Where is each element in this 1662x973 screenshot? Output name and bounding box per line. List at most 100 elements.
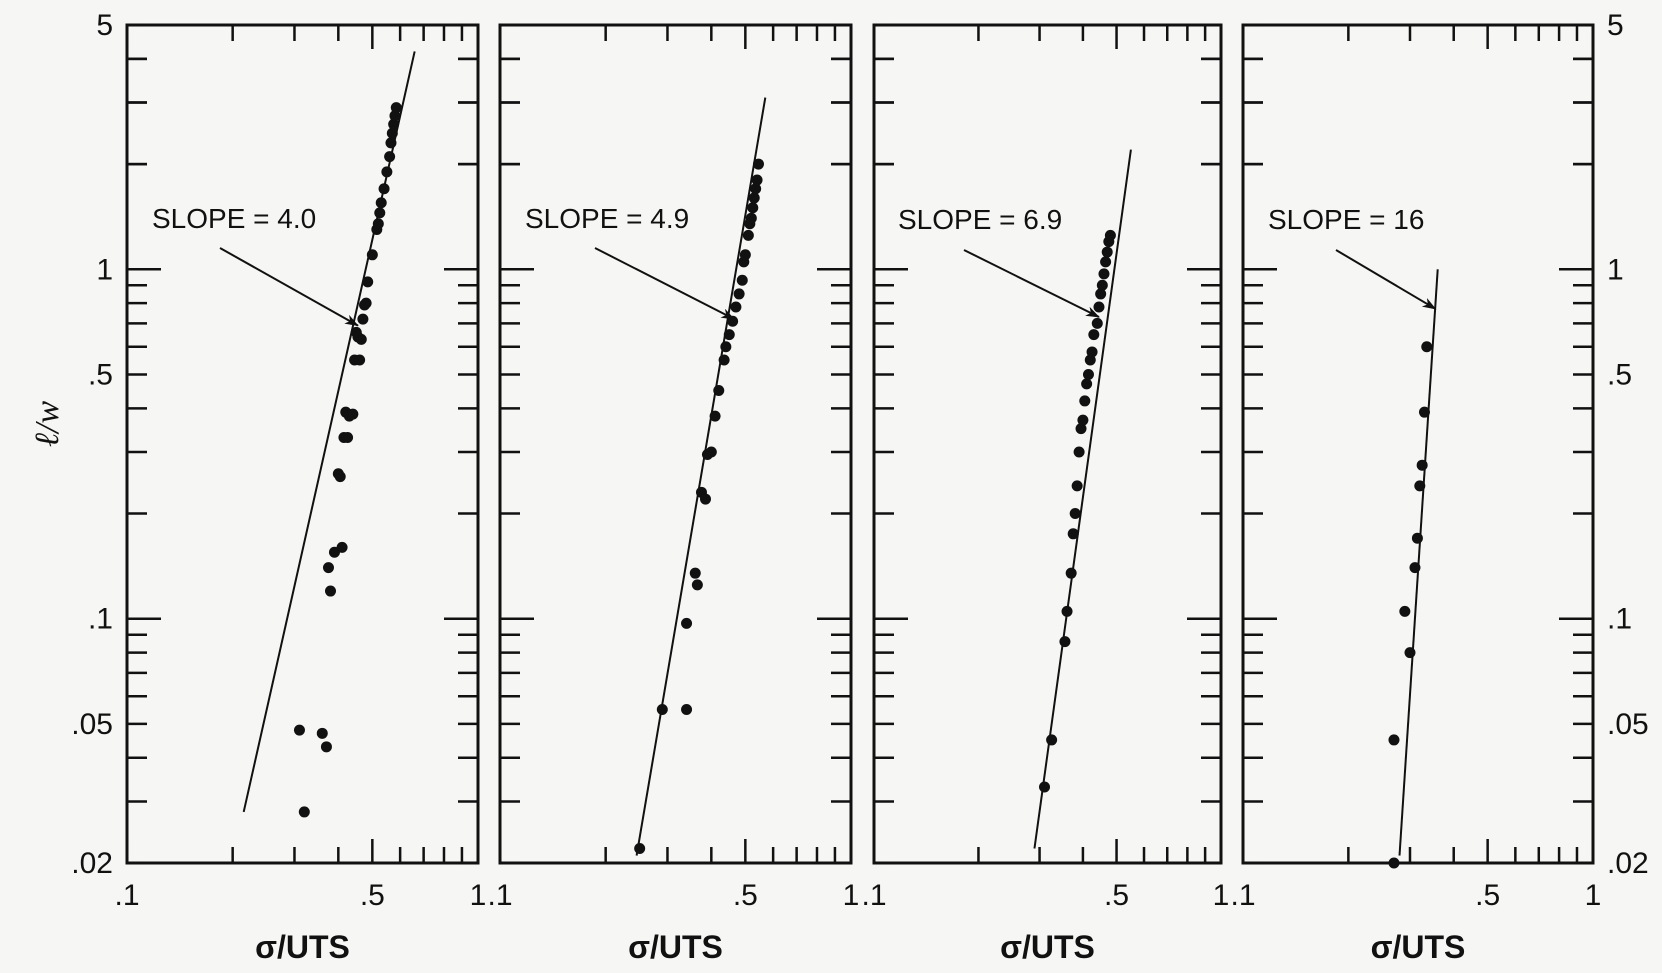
slope-annotation: SLOPE = 4.0 [152, 203, 316, 234]
data-point [1039, 781, 1051, 793]
data-point [751, 174, 763, 186]
fit-line [242, 51, 416, 813]
data-point [362, 276, 374, 288]
data-point [705, 446, 717, 458]
plot-frame [125, 23, 480, 865]
data-point [736, 274, 748, 286]
annotation-arrow [594, 247, 736, 321]
data-point [718, 354, 730, 366]
data-point [374, 207, 386, 219]
data-point [1061, 605, 1073, 617]
data-point [752, 158, 764, 170]
data-point [325, 585, 337, 597]
y-tick-label-right: .1 [1607, 603, 1632, 636]
data-point [1086, 346, 1098, 358]
data-point [366, 249, 378, 261]
data-point [1414, 480, 1426, 492]
data-point [342, 432, 354, 444]
x-tick-label: .5 [733, 879, 758, 912]
data-point [378, 183, 390, 195]
data-point [634, 843, 646, 855]
data-point [681, 617, 693, 629]
data-point [347, 408, 359, 420]
chart-panel-1: .1 .5 1 σ/UTS .02 .05 .1 .5 1 5 ℓ/w SLOPE = 4.0 [29, 9, 486, 965]
data-point [1388, 857, 1400, 869]
data-point [1093, 301, 1105, 313]
data-point [1399, 605, 1411, 617]
x-tick-label: 1 [1213, 879, 1230, 912]
slope-annotation: SLOPE = 4.9 [525, 203, 689, 234]
x-axis-label: σ/UTS [1371, 929, 1466, 965]
data-point [390, 102, 402, 114]
data-point [320, 741, 332, 753]
data-point [1416, 459, 1428, 471]
data-point [1388, 734, 1400, 746]
data-point [1098, 268, 1110, 280]
y-tick-label-right: 5 [1607, 9, 1624, 42]
data-point [730, 301, 742, 313]
data-point [1104, 229, 1116, 241]
data-point [389, 110, 401, 122]
data-point [723, 329, 735, 341]
data-point [750, 183, 762, 195]
slope-annotation: SLOPE = 16 [1268, 204, 1424, 235]
fit-line [1033, 149, 1132, 849]
data-point [1071, 480, 1083, 492]
data-point [1100, 256, 1112, 268]
data-point [385, 137, 397, 149]
y-tick-label-right: .5 [1607, 358, 1632, 391]
chart-panel-3: .1 .5 1 σ/UTS SLOPE = 6.9 [861, 23, 1230, 965]
data-point [360, 297, 372, 309]
data-point [316, 727, 328, 739]
chart-panel-2: .1 .5 1 σ/UTS SLOPE = 4.9 [487, 23, 860, 965]
x-tick-label: 1 [1585, 879, 1602, 912]
fit-line [1398, 269, 1439, 856]
y-axis-label: ℓ/w [29, 401, 66, 448]
x-axis-label: σ/UTS [1000, 929, 1095, 965]
data-point [745, 212, 757, 224]
data-point [739, 249, 751, 261]
data-point [1101, 246, 1113, 258]
annotation-arrow [963, 249, 1100, 318]
data-point [1404, 647, 1416, 659]
chart-panel-4: .1 .5 1 σ/UTS .02 .05 .1 .5 1 5 SLOPE = 16 [1230, 9, 1648, 965]
data-point [322, 562, 334, 574]
data-point [388, 118, 400, 130]
data-point [681, 703, 693, 715]
data-point [1418, 406, 1430, 418]
x-tick-label: .1 [487, 879, 512, 912]
data-point [372, 218, 384, 230]
data-point [1095, 288, 1107, 300]
data-point [720, 341, 732, 353]
y-tick-label: 5 [96, 9, 113, 42]
data-point [699, 493, 711, 505]
data-point [1065, 567, 1077, 579]
data-point [1075, 423, 1087, 435]
plot-frame [872, 23, 1223, 865]
data-point [1091, 317, 1103, 329]
data-point [748, 192, 760, 204]
x-tick-label: .1 [861, 879, 886, 912]
x-tick-label: .5 [360, 879, 385, 912]
data-point [1082, 368, 1094, 380]
y-tick-label-right: .05 [1607, 708, 1649, 741]
data-point [375, 197, 387, 209]
data-point [656, 703, 668, 715]
annotation-arrow [1335, 249, 1437, 310]
data-point [689, 567, 701, 579]
data-point [336, 541, 348, 553]
y-tick-label: 1 [96, 253, 113, 286]
y-tick-label-right: .02 [1607, 847, 1649, 880]
data-point [1046, 734, 1058, 746]
data-point [691, 579, 703, 591]
data-point [355, 333, 367, 345]
data-point [386, 127, 398, 139]
annotation-arrow [219, 247, 359, 327]
data-point [381, 166, 393, 178]
data-point [1077, 414, 1089, 426]
data-point [742, 229, 754, 241]
data-point [1096, 279, 1108, 291]
data-point [1067, 528, 1079, 540]
x-tick-label: 1 [843, 879, 860, 912]
data-point [293, 724, 305, 736]
